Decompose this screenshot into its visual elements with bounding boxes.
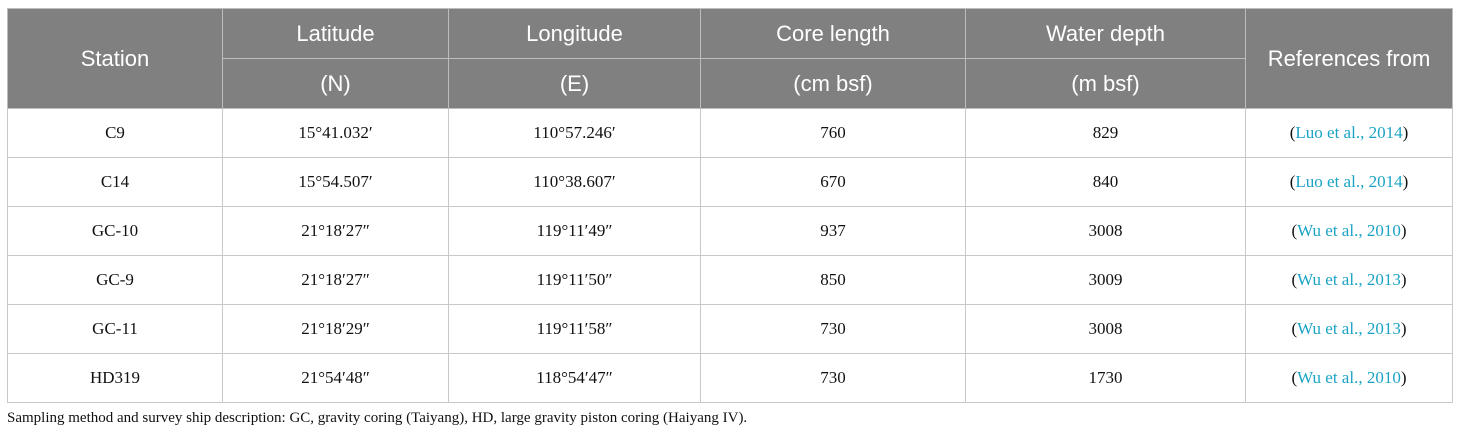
paren: ) bbox=[1400, 221, 1407, 240]
paren: ( bbox=[1291, 368, 1298, 387]
table-cell: 119°11′50″ bbox=[448, 255, 701, 305]
header-unit-cell: (m bsf) bbox=[965, 58, 1246, 109]
table-cell: GC-10 bbox=[7, 206, 223, 256]
table-row: GC-9 21°18′27″ 119°11′50″ 850 3009 (Wu et al.… bbox=[7, 255, 1453, 305]
reference-cell: (Luo et al., 2014) bbox=[1245, 108, 1453, 158]
header-cell: Longitude bbox=[448, 8, 701, 59]
table-cell: 3008 bbox=[965, 206, 1246, 256]
header-unit-cell: (E) bbox=[448, 58, 701, 109]
table-cell: 110°38.607′ bbox=[448, 157, 701, 207]
table-cell: 119°11′49″ bbox=[448, 206, 701, 256]
table-cell: GC-11 bbox=[7, 304, 223, 354]
table-row: C9 15°41.032′ 110°57.246′ 760 829 (Luo et al.… bbox=[7, 108, 1453, 158]
paren: ( bbox=[1289, 172, 1296, 191]
table-cell: 1730 bbox=[965, 353, 1246, 403]
citation-link[interactable]: Wu et al., 2010 bbox=[1297, 368, 1401, 387]
table-cell: 21°18′29″ bbox=[222, 304, 449, 354]
paren: ( bbox=[1291, 221, 1298, 240]
paren: ) bbox=[1400, 270, 1407, 289]
table-cell: C14 bbox=[7, 157, 223, 207]
table-row: HD319 21°54′48″ 118°54′47″ 730 1730 (Wu et al… bbox=[7, 353, 1453, 403]
table-cell: 118°54′47″ bbox=[448, 353, 701, 403]
citation-link[interactable]: Wu et al., 2010 bbox=[1297, 221, 1401, 240]
table-row: C14 15°54.507′ 110°38.607′ 670 840 (Luo et al… bbox=[7, 157, 1453, 207]
table-cell: 21°18′27″ bbox=[222, 206, 449, 256]
table-cell: 21°54′48″ bbox=[222, 353, 449, 403]
table-cell: 15°41.032′ bbox=[222, 108, 449, 158]
table-cell: 730 bbox=[700, 304, 966, 354]
reference-cell: (Luo et al., 2014) bbox=[1245, 157, 1453, 207]
table-header: Station Latitude Longitude Core length Water… bbox=[7, 8, 1453, 109]
header-unit-cell: (cm bsf) bbox=[700, 58, 966, 109]
paren: ( bbox=[1291, 270, 1298, 289]
table-cell: 829 bbox=[965, 108, 1246, 158]
paren: ( bbox=[1289, 123, 1296, 142]
paren: ) bbox=[1400, 319, 1407, 338]
reference-cell: (Wu et al., 2010) bbox=[1245, 353, 1453, 403]
header-cell: References from bbox=[1245, 8, 1453, 109]
table-wrap: Station Latitude Longitude Core length Water… bbox=[7, 8, 1453, 403]
data-table: Station Latitude Longitude Core length Water… bbox=[7, 8, 1453, 403]
table-cell: 3009 bbox=[965, 255, 1246, 305]
header-cell: Core length bbox=[700, 8, 966, 59]
table-cell: 937 bbox=[700, 206, 966, 256]
header-row: (N) (E) (cm bsf) (m bsf) bbox=[8, 58, 1453, 109]
table-cell: 15°54.507′ bbox=[222, 157, 449, 207]
header-cell: Water depth bbox=[965, 8, 1246, 59]
footnote: Sampling method and survey ship descript… bbox=[7, 410, 748, 426]
table-body: C9 15°41.032′ 110°57.246′ 760 829 (Luo et al.… bbox=[7, 108, 1453, 403]
table-cell: 119°11′58″ bbox=[448, 304, 701, 354]
table-cell: 760 bbox=[700, 108, 966, 158]
reference-cell: (Wu et al., 2013) bbox=[1245, 255, 1453, 305]
table-cell: 670 bbox=[700, 157, 966, 207]
paren: ( bbox=[1291, 319, 1298, 338]
header-cell: Station bbox=[7, 8, 223, 109]
citation-link[interactable]: Luo et al., 2014 bbox=[1295, 123, 1403, 142]
table-cell: 730 bbox=[700, 353, 966, 403]
citation-link[interactable]: Luo et al., 2014 bbox=[1295, 172, 1403, 191]
table-cell: HD319 bbox=[7, 353, 223, 403]
citation-link[interactable]: Wu et al., 2013 bbox=[1297, 319, 1401, 338]
header-unit-cell: (N) bbox=[222, 58, 449, 109]
reference-cell: (Wu et al., 2013) bbox=[1245, 304, 1453, 354]
table-row: GC-11 21°18′29″ 119°11′58″ 730 3008 (Wu et al… bbox=[7, 304, 1453, 354]
table-cell: 3008 bbox=[965, 304, 1246, 354]
paren: ) bbox=[1402, 172, 1409, 191]
table-cell: 110°57.246′ bbox=[448, 108, 701, 158]
header-row: Station Latitude Longitude Core length Water… bbox=[7, 8, 1453, 109]
table-row: GC-10 21°18′27″ 119°11′49″ 937 3008 (Wu et al… bbox=[7, 206, 1453, 256]
table-cell: 850 bbox=[700, 255, 966, 305]
reference-cell: (Wu et al., 2010) bbox=[1245, 206, 1453, 256]
table-cell: GC-9 bbox=[7, 255, 223, 305]
header-cell: Latitude bbox=[222, 8, 449, 59]
paren: ) bbox=[1400, 368, 1407, 387]
table-cell: 840 bbox=[965, 157, 1246, 207]
paren: ) bbox=[1402, 123, 1409, 142]
table-cell: 21°18′27″ bbox=[222, 255, 449, 305]
citation-link[interactable]: Wu et al., 2013 bbox=[1297, 270, 1401, 289]
table-cell: C9 bbox=[7, 108, 223, 158]
